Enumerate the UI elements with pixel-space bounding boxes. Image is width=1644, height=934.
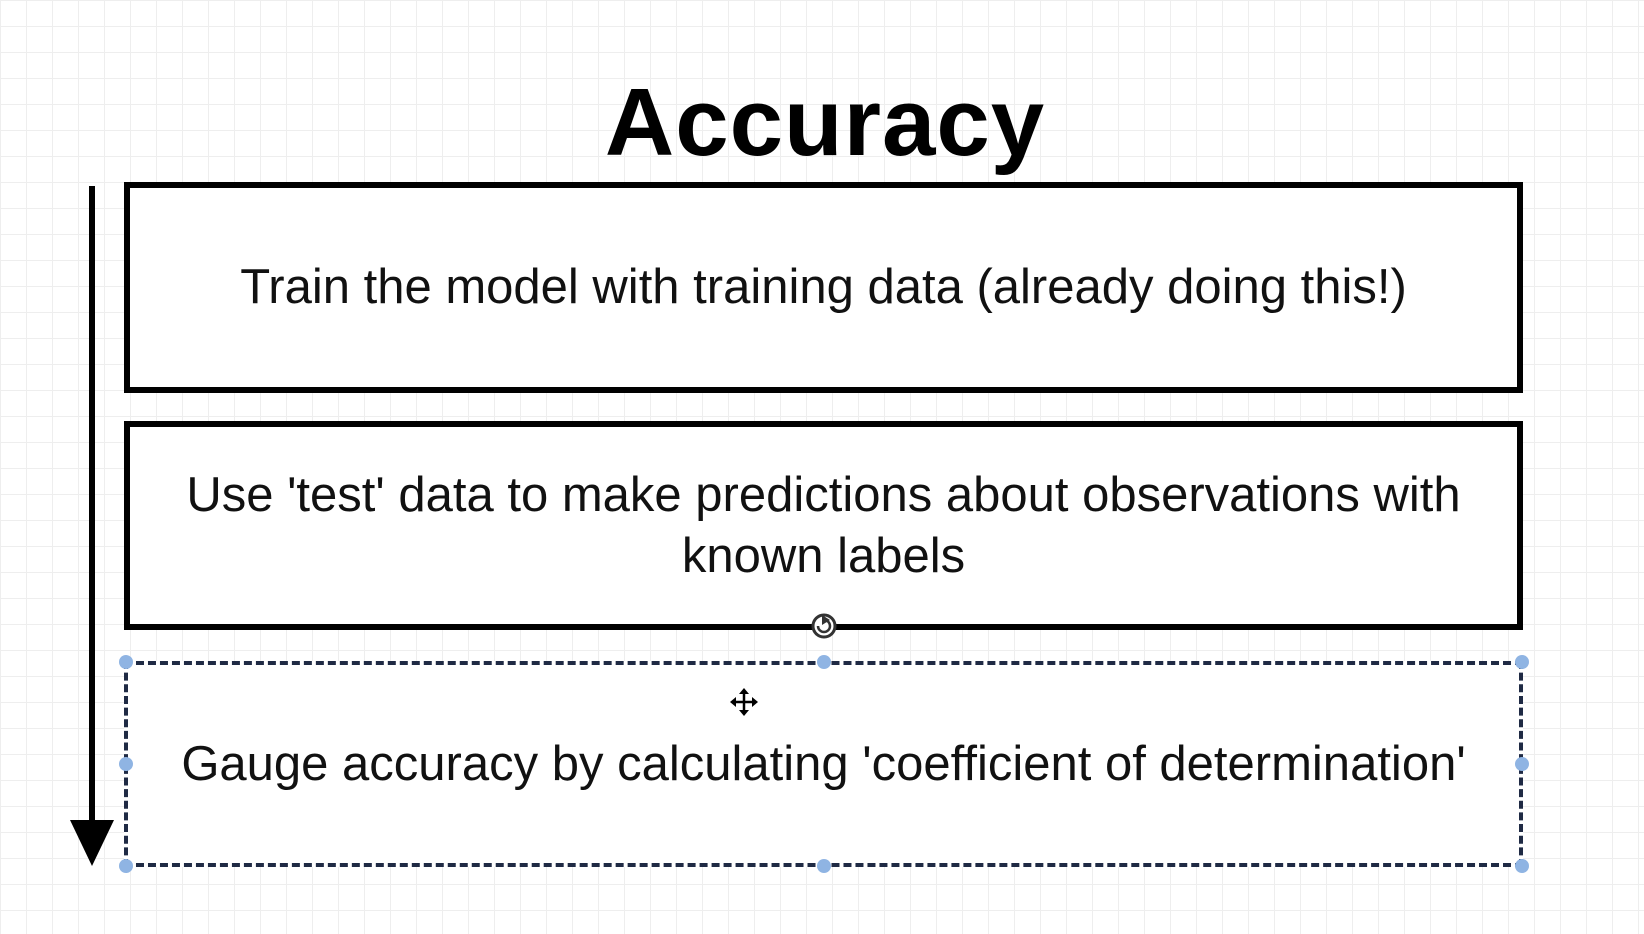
resize-handle-bottom-center[interactable] (817, 859, 831, 873)
resize-handle-bottom-right[interactable] (1515, 859, 1529, 873)
step-label-train: Train the model with training data (alre… (240, 260, 1407, 314)
resize-handle-bottom-left[interactable] (119, 859, 133, 873)
rotate-icon[interactable] (811, 613, 837, 639)
flow-arrow (70, 186, 114, 866)
diagram-title: Accuracy (604, 69, 1046, 176)
resize-handle-top-center[interactable] (817, 655, 831, 669)
resize-handle-middle-right[interactable] (1515, 757, 1529, 771)
step-label-test: Use 'test' data to make predictions abou… (186, 467, 1461, 583)
resize-handle-top-left[interactable] (119, 655, 133, 669)
flow-arrow-head (70, 820, 114, 866)
resize-handle-top-right[interactable] (1515, 655, 1529, 669)
step-box-train[interactable]: Train the model with training data (alre… (124, 182, 1523, 393)
step-box-gauge[interactable]: Gauge accuracy by calculating 'coefficie… (124, 661, 1523, 867)
step-box-test[interactable]: Use 'test' data to make predictions abou… (124, 421, 1523, 630)
resize-handle-middle-left[interactable] (119, 757, 133, 771)
step-label-gauge: Gauge accuracy by calculating 'coefficie… (181, 736, 1466, 791)
